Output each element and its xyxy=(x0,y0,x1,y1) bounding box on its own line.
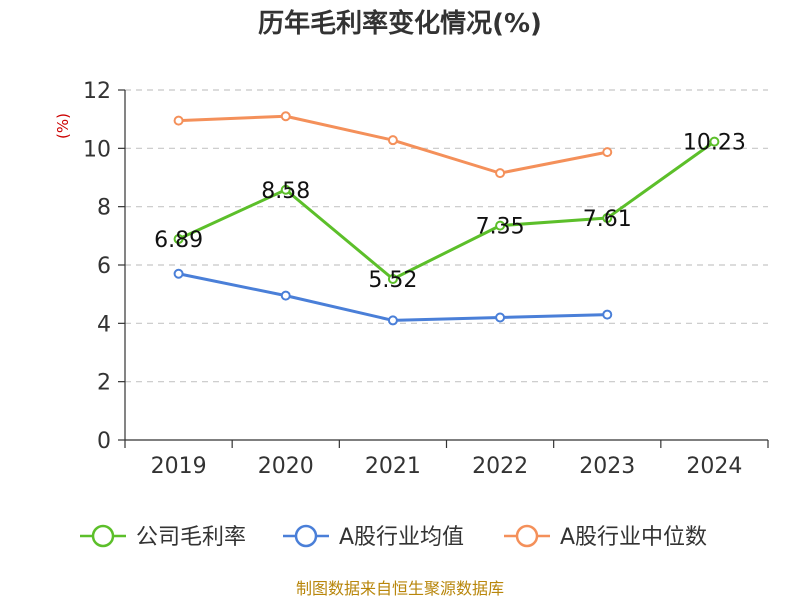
data-label: 6.89 xyxy=(154,228,203,253)
legend-label: A股行业中位数 xyxy=(560,525,707,550)
data-point xyxy=(602,309,613,320)
x-tick-label: 2019 xyxy=(151,454,207,479)
y-tick-label: 10 xyxy=(83,137,111,162)
grid-lines xyxy=(125,89,768,383)
data-point xyxy=(495,312,506,323)
data-point xyxy=(173,234,184,245)
y-axis-label: (%) xyxy=(54,113,72,139)
y-tick-label: 0 xyxy=(97,429,111,454)
data-point xyxy=(173,268,184,279)
source-note: 制图数据来自恒生聚源数据库 xyxy=(296,579,504,598)
series-line xyxy=(177,140,716,281)
data-point xyxy=(495,220,506,231)
data-point xyxy=(602,147,613,158)
data-label: 5.52 xyxy=(368,268,417,293)
y-tick-label: 8 xyxy=(97,196,111,221)
data-label: 7.35 xyxy=(476,215,525,240)
legend-marker xyxy=(515,524,539,548)
data-labels: 6.89 8.58 5.52 7.35 7.61 10.23 xyxy=(154,131,746,293)
y-tick-label: 4 xyxy=(97,312,111,337)
y-tick-label: 12 xyxy=(83,79,111,104)
x-tick-labels: 2019 2020 2021 2022 2023 2024 xyxy=(151,454,743,479)
data-point xyxy=(495,168,506,179)
data-point xyxy=(387,274,398,284)
y-tick-label: 2 xyxy=(97,371,111,396)
data-point xyxy=(387,315,398,326)
data-point xyxy=(173,115,184,126)
data-point xyxy=(280,184,291,195)
x-tick-label: 2023 xyxy=(579,454,635,479)
x-tick-label: 2020 xyxy=(258,454,314,479)
data-point xyxy=(387,135,398,146)
y-tick-label: 6 xyxy=(97,254,111,279)
chart-title: 历年毛利率变化情况(%) xyxy=(258,8,542,39)
data-point xyxy=(280,111,291,122)
data-label: 10.23 xyxy=(683,131,746,156)
data-point xyxy=(602,213,613,224)
series-group xyxy=(173,111,720,326)
legend: 公司毛利率 A股行业均值 A股行业中位数 xyxy=(80,524,707,550)
data-point xyxy=(709,136,720,147)
data-label: 8.58 xyxy=(261,179,310,204)
legend-marker xyxy=(294,524,318,548)
axes xyxy=(118,89,769,448)
legend-marker xyxy=(91,524,115,548)
x-tick-label: 2021 xyxy=(365,454,421,479)
y-tick-labels: 0 2 4 6 8 10 12 xyxy=(83,79,111,454)
data-point xyxy=(280,290,291,301)
x-tick-label: 2024 xyxy=(686,454,742,479)
x-tick-label: 2022 xyxy=(472,454,528,479)
legend-label: A股行业均值 xyxy=(339,525,464,550)
legend-label: 公司毛利率 xyxy=(136,525,246,550)
data-label: 7.61 xyxy=(583,207,632,232)
